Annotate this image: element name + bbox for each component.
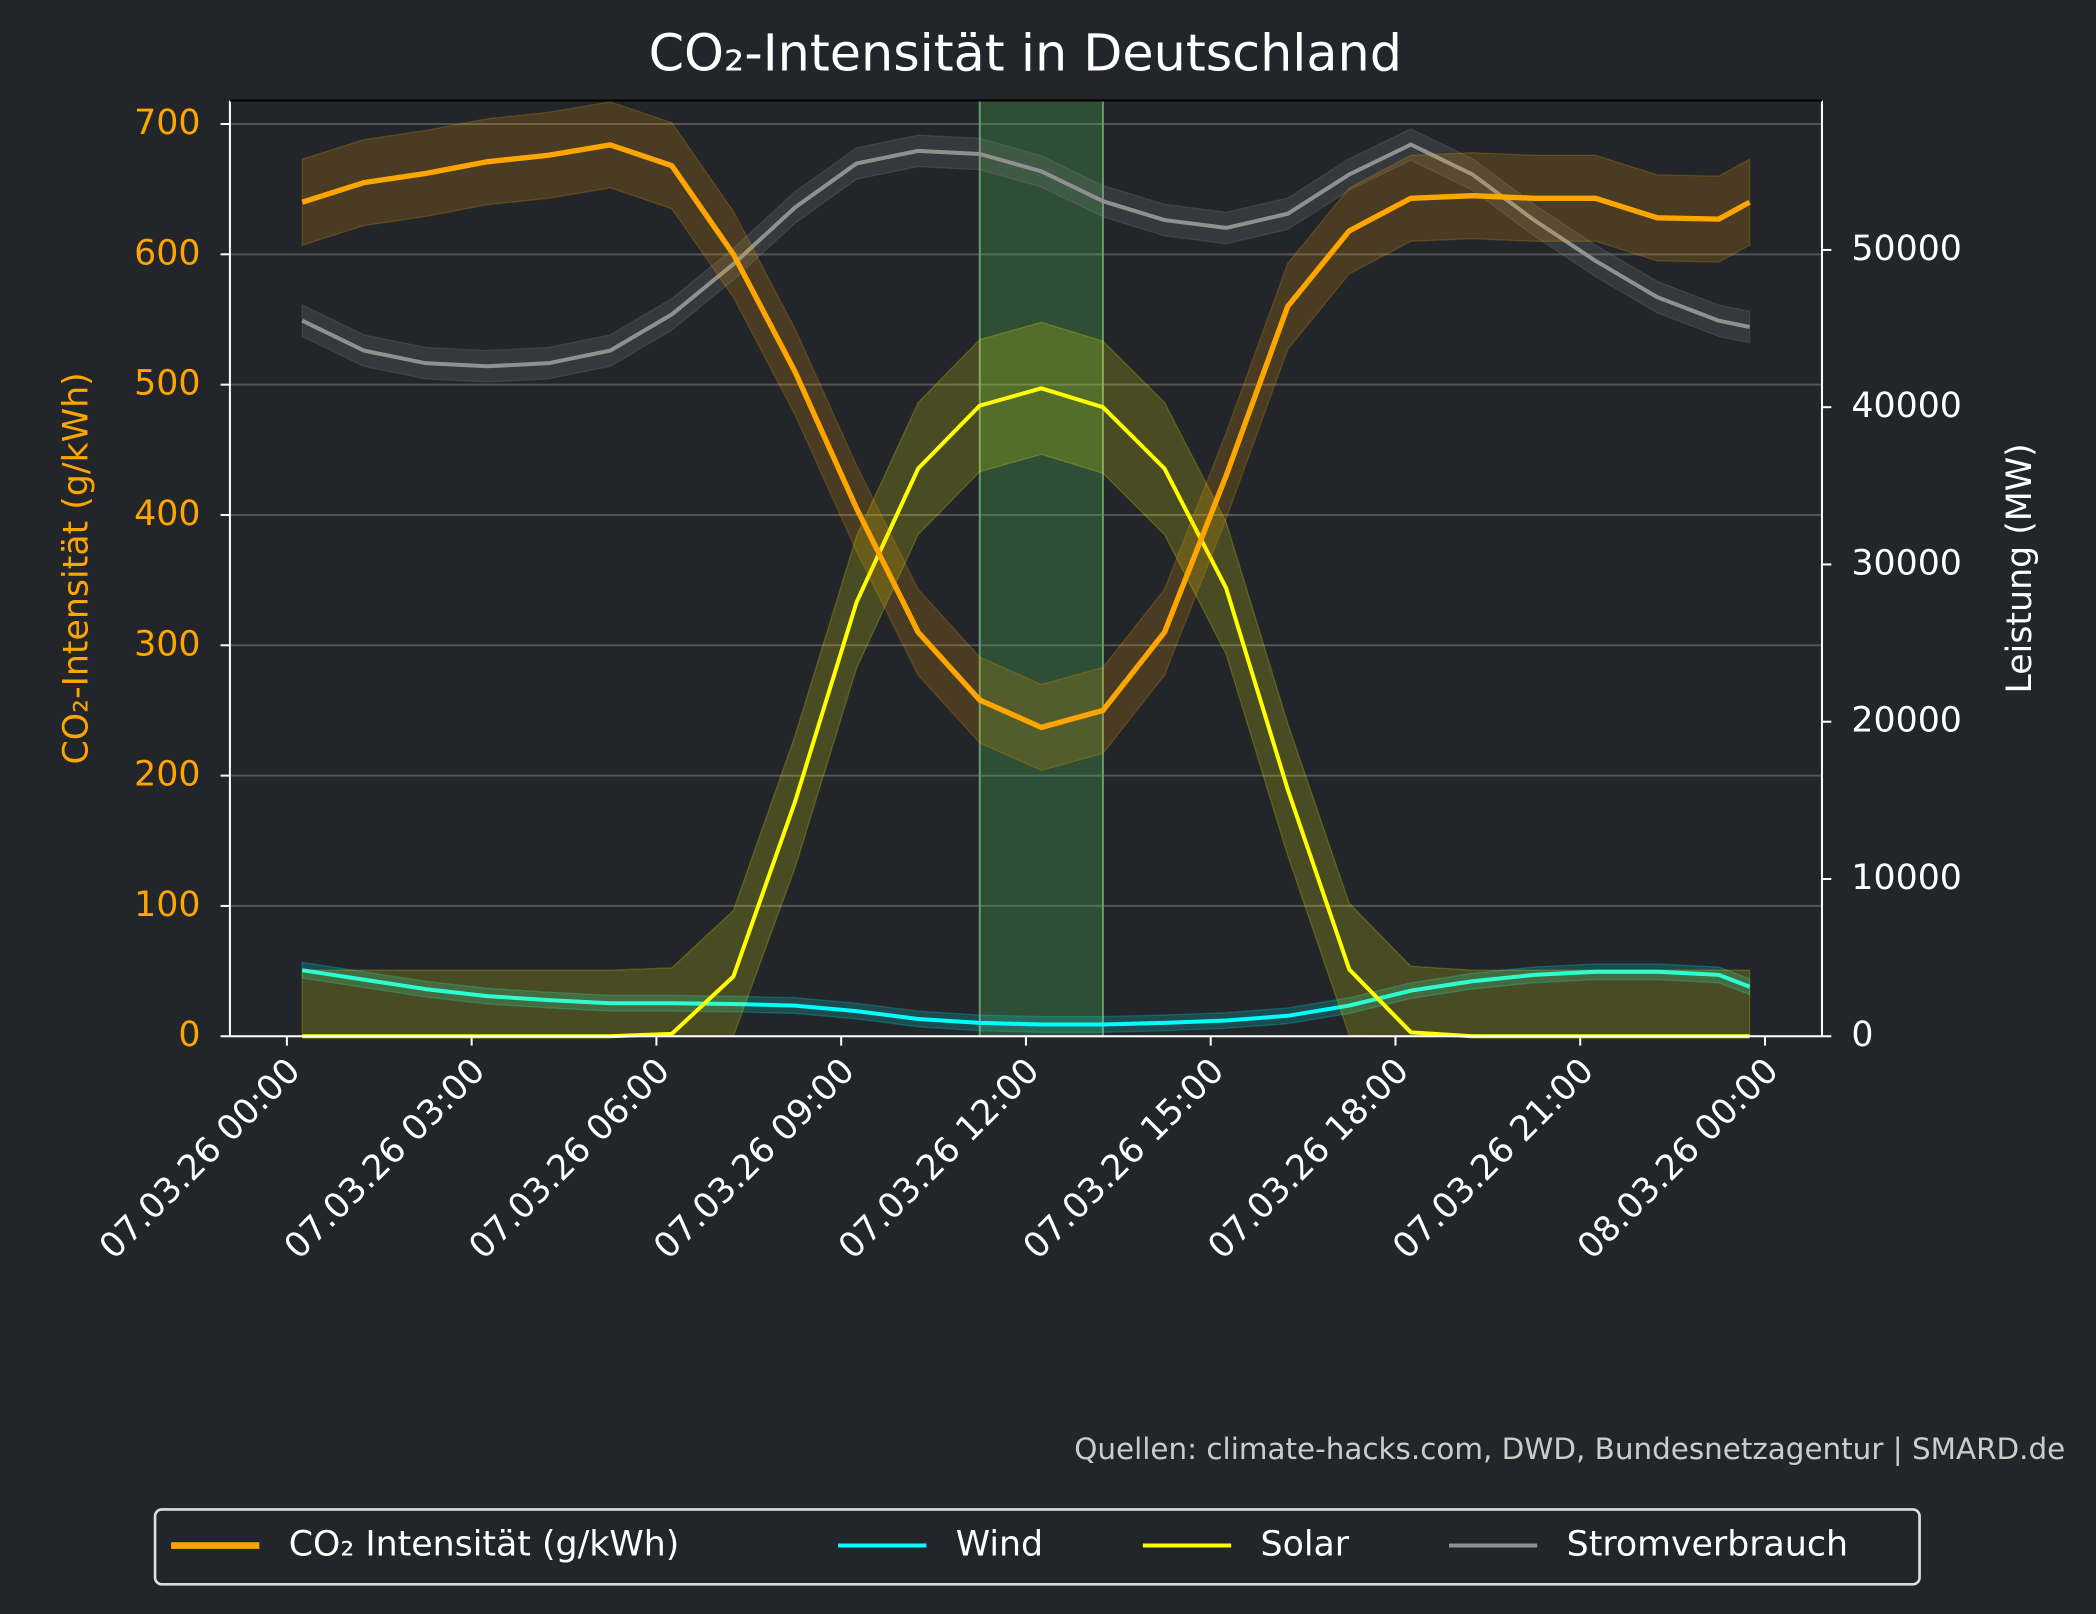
chart-title: CO₂-Intensität in Deutschland xyxy=(649,23,1402,82)
y-tick-label: 300 xyxy=(134,624,200,664)
series-line xyxy=(301,968,1751,1027)
y2-tick-label: 30000 xyxy=(1851,543,1962,583)
y-tick-label: 700 xyxy=(134,103,200,143)
highlight-band xyxy=(978,99,1104,1038)
y2-tick-label: 0 xyxy=(1851,1015,1873,1055)
uncertainty-band xyxy=(301,961,1751,1033)
series-line xyxy=(301,142,1751,369)
y-tick-label: 0 xyxy=(178,1015,200,1055)
source-note: Quellen: climate-hacks.com, DWD, Bundesn… xyxy=(1074,1432,2065,1467)
legend-label: CO₂ Intensität (g/kWh) xyxy=(289,1525,680,1565)
y2-tick-label: 10000 xyxy=(1851,858,1962,898)
legend-label: Solar xyxy=(1261,1525,1350,1565)
y-tick-label: 100 xyxy=(134,885,200,925)
series-line xyxy=(301,142,1751,731)
y2-tick-label: 50000 xyxy=(1851,229,1962,269)
y-tick-label: 500 xyxy=(134,364,200,404)
y-axis-label: CO₂-Intensität (g/kWh) xyxy=(57,372,97,764)
y2-tick-label: 40000 xyxy=(1851,386,1962,426)
legend-label: Wind xyxy=(956,1525,1043,1565)
y2-tick-label: 20000 xyxy=(1851,701,1962,741)
legend-frame xyxy=(153,1508,1921,1586)
y-tick-label: 600 xyxy=(134,233,200,273)
legend-label: Stromverbrauch xyxy=(1567,1525,1848,1565)
y-tick-label: 200 xyxy=(134,755,200,795)
y2-axis-label: Leistung (MW) xyxy=(2000,443,2040,693)
y-tick-label: 400 xyxy=(134,494,200,534)
